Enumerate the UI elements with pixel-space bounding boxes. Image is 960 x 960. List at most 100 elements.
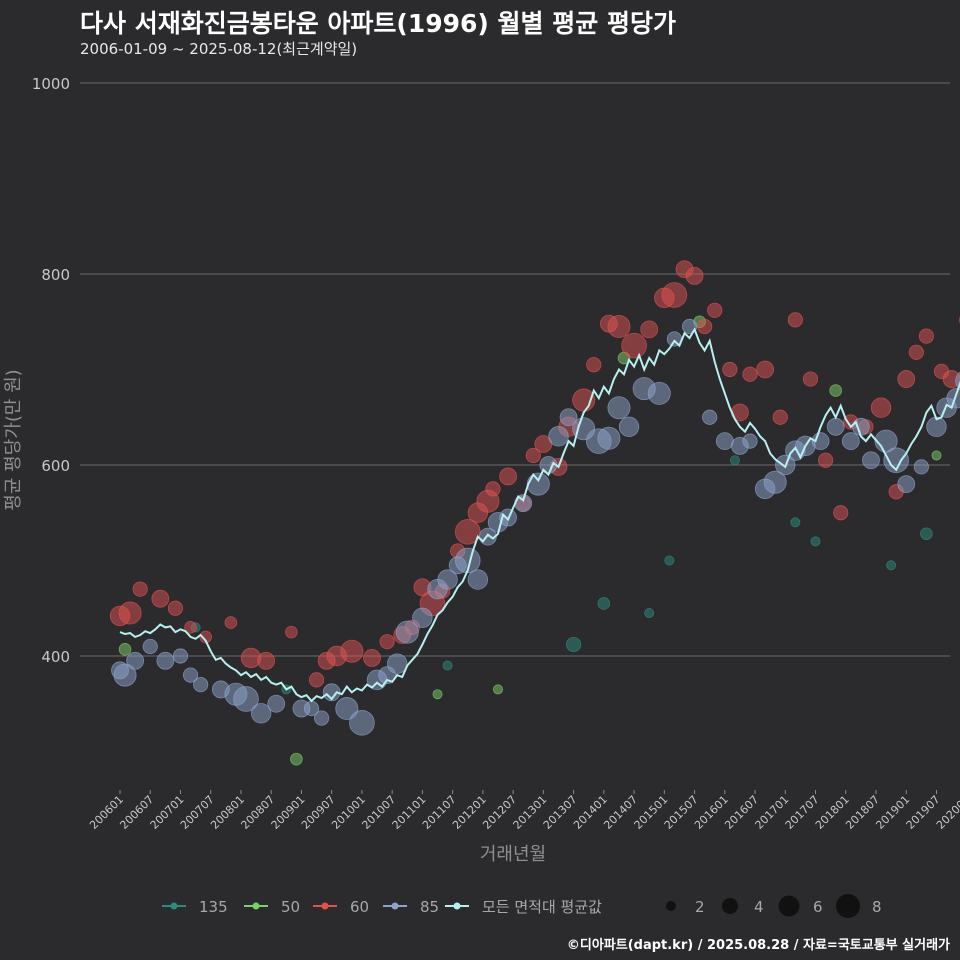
point-50 [290,752,303,766]
point-85 [607,396,631,420]
point-50 [432,689,443,700]
chart-title: 다사 서재화진금봉타운 아파트(1996) 월별 평균 평당가 [80,9,676,38]
point-85 [322,683,341,702]
point-85 [454,547,481,574]
point-135 [886,560,897,571]
point-85 [897,475,916,494]
y-axis-ticks: 400 600 800 1000 [32,75,70,666]
point-135 [597,597,611,610]
legend-size-bubble [666,901,676,911]
point-50 [931,450,942,461]
point-135 [810,536,821,547]
point-85 [715,432,734,451]
legend-size-bubble [722,898,738,914]
point-85 [597,426,621,450]
point-60 [802,371,819,387]
point-60 [870,397,892,418]
point-60 [485,481,501,497]
point-60 [897,370,916,388]
point-85 [182,667,199,683]
point-85 [193,677,209,693]
point-85 [862,451,880,470]
chart-subtitle: 2006-01-09 ~ 2025-08-12(최근계약일) [80,40,358,58]
point-85 [763,470,787,494]
legend-label: 모든 면적대 평균값 [482,898,602,916]
point-85 [883,447,909,474]
point-60 [908,344,924,360]
point-85 [412,607,433,629]
legend-label: 60 [350,898,369,916]
point-60 [285,625,298,639]
point-85 [826,417,845,436]
point-85 [647,381,671,405]
point-60 [132,581,148,597]
point-85 [702,409,718,425]
legend-size-label: 4 [754,898,764,916]
point-60 [379,634,395,650]
point-60 [661,282,688,308]
point-85 [335,697,359,721]
point-60 [640,320,659,339]
point-60 [167,600,184,616]
legend-label: 135 [199,898,228,916]
x-axis-ticks: 2006012006072007012007072008012008072009… [87,790,960,832]
point-60 [607,315,631,339]
point-85 [267,694,286,713]
point-60 [707,302,723,318]
point-60 [499,467,517,486]
point-60 [742,366,758,382]
footer-credit: ©디아파트(dapt.kr) / 2025.08.28 / 자료=국토교통부 실… [566,938,950,953]
point-50 [492,684,503,695]
x-axis-label: 거래년월 [480,844,546,865]
point-85 [250,703,272,724]
point-60 [257,651,276,670]
y-axis-label: 평균 평당가(만 원) [3,369,24,510]
point-85 [172,648,189,664]
point-60 [817,452,834,468]
legend-swatch-dot [170,902,178,910]
point-135 [565,636,582,653]
point-60 [697,318,713,335]
legend: 135 50 60 85 모든 면적대 평균값 2 4 6 8 [162,894,882,918]
point-85 [548,426,569,447]
point-60 [454,519,481,545]
point-135 [790,517,801,528]
legend-size-label: 6 [813,898,823,916]
point-60 [151,589,170,608]
legend-swatch-dot [391,902,399,910]
y-tick-label: 600 [41,457,70,475]
legend-label: 50 [281,898,300,916]
y-tick-label: 400 [41,648,70,666]
point-60 [722,361,738,378]
y-tick-label: 1000 [32,75,70,93]
point-135 [664,555,675,566]
point-85 [233,686,259,712]
point-60 [363,649,381,667]
point-60 [833,505,849,521]
point-85 [467,569,489,590]
legend-size-label: 2 [695,898,705,916]
legend-swatch-dot [321,902,329,910]
point-135 [644,608,655,619]
point-85 [349,710,375,736]
point-135 [920,527,933,541]
point-60 [685,267,704,285]
point-60 [586,357,602,373]
point-85 [387,653,408,674]
point-60 [756,360,775,379]
gridlines [80,82,950,657]
point-85 [526,472,550,496]
point-60 [224,616,238,629]
legend-size-bubble [778,895,800,917]
point-85 [841,432,860,451]
legend-swatch-dot [453,902,461,910]
average-line [119,327,960,703]
point-60 [787,312,803,328]
point-135 [442,660,453,671]
point-135 [729,455,740,466]
point-60 [340,639,364,663]
scatter-points [109,260,960,766]
legend-size-bubble [836,894,860,918]
point-85 [851,417,870,436]
